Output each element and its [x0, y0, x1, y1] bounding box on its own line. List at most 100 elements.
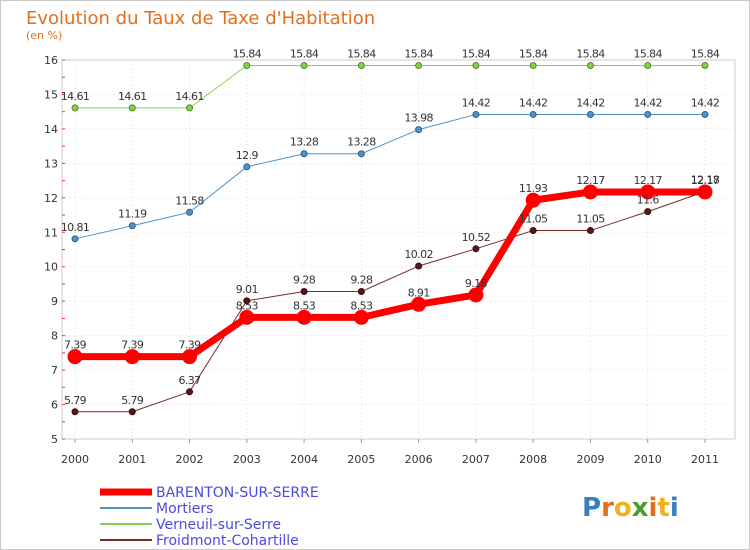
- logo-letter: i: [649, 493, 658, 523]
- data-label: 9.28: [350, 274, 373, 287]
- data-label: 11.19: [118, 208, 147, 221]
- series-1: [71, 110, 709, 243]
- data-point: [67, 349, 83, 365]
- data-point: [582, 184, 598, 200]
- y-tick-label: 15: [44, 88, 58, 101]
- data-label: 15.84: [633, 48, 662, 61]
- data-label: 15.84: [347, 48, 376, 61]
- legend-label: Froidmont-Cohartille: [156, 533, 299, 549]
- data-label: 9.01: [236, 283, 258, 296]
- data-label: 11.93: [519, 182, 548, 195]
- logo-letter: r: [601, 493, 614, 523]
- data-point: [357, 288, 365, 296]
- data-point: [357, 62, 365, 70]
- data-label: 8.53: [293, 299, 316, 312]
- data-point: [186, 388, 194, 396]
- x-tick-label: 2006: [405, 453, 433, 466]
- data-point: [586, 227, 594, 235]
- data-point: [472, 245, 480, 253]
- y-tick-label: 16: [44, 54, 58, 67]
- y-tick-label: 5: [51, 433, 58, 446]
- y-tick-label: 12: [44, 192, 58, 205]
- data-point: [415, 262, 423, 270]
- data-point: [586, 62, 594, 70]
- y-tick-label: 6: [51, 399, 58, 412]
- data-label: 9.18: [465, 277, 488, 290]
- data-point: [128, 104, 136, 112]
- series-0: [67, 184, 713, 365]
- data-point: [124, 349, 140, 365]
- data-label: 13.28: [290, 136, 319, 149]
- x-tick-label: 2005: [347, 453, 375, 466]
- data-point: [472, 62, 480, 70]
- logo-letter: t: [657, 493, 669, 523]
- data-label: 7.39: [178, 339, 201, 352]
- data-label: 5.79: [64, 394, 87, 407]
- data-label: 14.61: [118, 90, 147, 103]
- data-label: 10.52: [462, 231, 491, 244]
- series-line: [75, 65, 705, 109]
- data-point: [697, 184, 713, 200]
- grid: [61, 59, 736, 440]
- x-tick-label: 2008: [519, 453, 547, 466]
- y-tick-label: 13: [44, 157, 58, 170]
- logo-letter: i: [670, 493, 679, 523]
- data-point: [296, 309, 312, 325]
- data-label: 11.05: [576, 213, 605, 226]
- data-point: [415, 126, 423, 134]
- series-line: [75, 188, 705, 361]
- data-point: [128, 408, 136, 416]
- data-point: [525, 192, 541, 208]
- x-tick-label: 2011: [691, 453, 719, 466]
- data-label: 15.84: [290, 48, 319, 61]
- data-label: 14.42: [633, 96, 662, 109]
- series-line: [74, 113, 705, 240]
- axes: 5 6 7 8 9 10 11 12 13 14 15 16 2000 2001 2002 2003 2004 2…: [44, 54, 719, 466]
- legend: BARENTON-SUR-SERREMortiersVerneuil-sur-S…: [100, 485, 319, 549]
- data-point: [586, 110, 594, 118]
- legend-label: Verneuil-sur-Serre: [156, 517, 281, 533]
- data-point: [644, 62, 652, 70]
- data-point: [71, 408, 79, 416]
- data-point: [243, 297, 251, 305]
- data-point: [353, 309, 369, 325]
- data-label: 12.9: [236, 149, 259, 162]
- data-point: [411, 296, 427, 312]
- series-lines: [67, 62, 713, 416]
- y-tick-label: 7: [51, 364, 58, 377]
- data-point: [243, 62, 251, 70]
- data-label: 10.81: [61, 221, 90, 234]
- plot-area: [61, 59, 736, 440]
- data-label: 15.84: [519, 48, 548, 61]
- data-point: [701, 110, 709, 118]
- data-point: [186, 208, 194, 216]
- data-label: 12.18: [691, 174, 720, 187]
- data-label: 15.84: [691, 48, 720, 61]
- data-label: 7.39: [121, 339, 144, 352]
- data-label: 6.37: [178, 374, 201, 387]
- data-label: 8.53: [236, 299, 259, 312]
- data-label: 8.53: [350, 299, 373, 312]
- data-point: [529, 110, 537, 118]
- data-point: [186, 104, 194, 112]
- data-point: [644, 110, 652, 118]
- data-point: [71, 104, 79, 112]
- data-label: 13.28: [347, 136, 376, 149]
- data-point: [529, 227, 537, 235]
- y-tick-label: 9: [51, 295, 58, 308]
- data-label: 14.42: [576, 96, 605, 109]
- data-label: 15.84: [404, 48, 433, 61]
- x-tick-label: 2003: [233, 453, 261, 466]
- data-label: 12.17: [576, 174, 605, 187]
- data-label: 11.58: [175, 194, 204, 207]
- x-tick-label: 2007: [462, 453, 490, 466]
- data-point: [300, 288, 308, 296]
- data-point: [300, 62, 308, 70]
- data-label: 7.39: [64, 339, 87, 352]
- series-line: [75, 191, 706, 413]
- y-tick-label: 8: [51, 330, 58, 343]
- data-label: 14.42: [691, 96, 720, 109]
- data-label: 8.91: [408, 286, 430, 299]
